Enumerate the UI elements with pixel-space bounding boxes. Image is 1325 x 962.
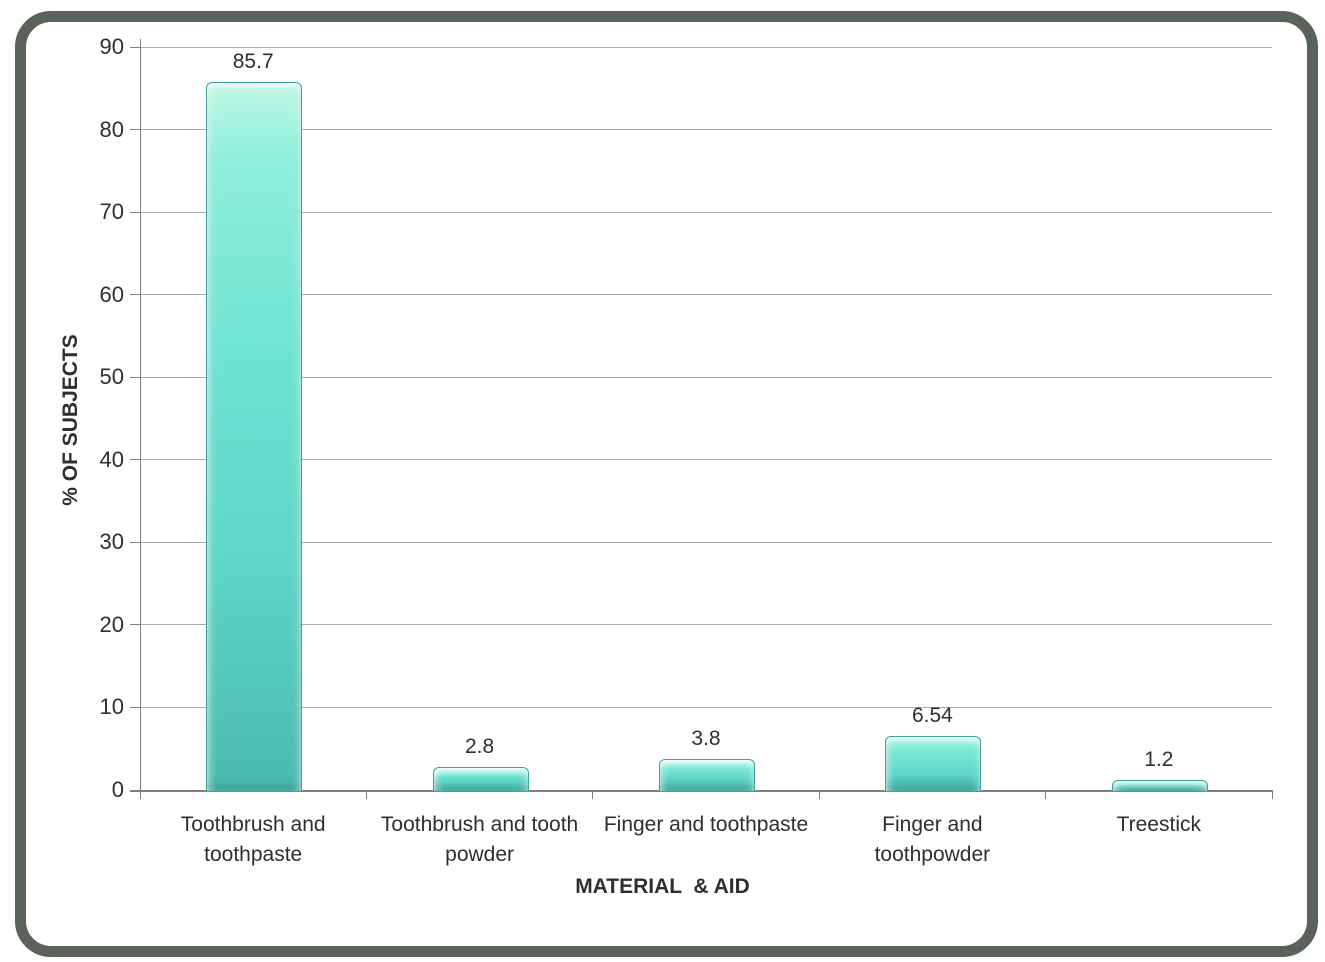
gridline [140,706,1272,708]
y-tick-mark [130,376,140,378]
bar-value-label: 3.8 [691,726,721,750]
y-tick-label: 10 [99,694,124,720]
y-tick-label: 70 [99,199,124,225]
bar [659,758,755,792]
bar [1111,780,1208,792]
category-label-text: Finger and toothpaste [603,813,809,836]
y-tick-mark [130,624,140,626]
category-label-text: Finger and toothpowder [874,813,991,866]
category-label-text: Toothbrush and toothpaste [180,813,326,866]
y-axis-line [140,39,141,790]
category-label: Toothbrush and tooth powder [366,810,592,870]
bar [432,766,529,792]
x-tick-mark [365,790,367,799]
y-tick-mark [130,294,140,296]
y-tick-mark [130,706,140,708]
category-label: Toothbrush and toothpaste [140,810,366,870]
gridline [140,46,1272,48]
y-tick-label: 0 [111,777,124,802]
y-tick-label: 90 [99,34,124,59]
y-axis-title: % OF SUBJECTS [59,334,82,506]
x-tick-mark [1045,790,1047,799]
x-tick-mark [1271,790,1273,799]
gridline [140,376,1272,378]
gridline [140,624,1272,626]
y-tick-label: 30 [99,529,124,555]
y-tick-label: 80 [99,116,124,142]
bar-value-label: 85.7 [232,50,274,74]
category-label: Treestick [1046,810,1272,840]
gridline [140,541,1272,543]
bar [885,736,982,792]
category-label: Finger and toothpowder [819,810,1045,870]
y-tick-mark [130,541,140,543]
category-label-text: Toothbrush and tooth powder [380,813,579,866]
chart-frame [15,11,1318,957]
gridline [140,459,1272,461]
y-tick-mark [130,46,140,48]
bar [206,82,303,792]
category-label: Finger and toothpaste [593,810,819,840]
gridline [140,294,1272,296]
bar-value-label: 6.54 [911,704,953,727]
bar-value-label: 1.2 [1144,748,1174,772]
y-tick-label: 20 [99,611,124,637]
gridline [140,129,1272,131]
x-axis-title: MATERIAL & AID [575,875,750,898]
x-tick-mark [818,790,820,799]
y-tick-mark [130,129,140,131]
category-label-text: Treestick [1116,813,1201,836]
bar-value-label: 2.8 [464,734,495,758]
y-tick-label: 60 [99,281,124,307]
y-tick-mark [130,459,140,461]
y-tick-label: 50 [99,364,124,390]
x-tick-mark [139,790,141,799]
gridline [140,211,1272,213]
y-tick-mark [130,211,140,213]
y-tick-label: 40 [99,446,124,472]
x-tick-mark [592,790,594,799]
